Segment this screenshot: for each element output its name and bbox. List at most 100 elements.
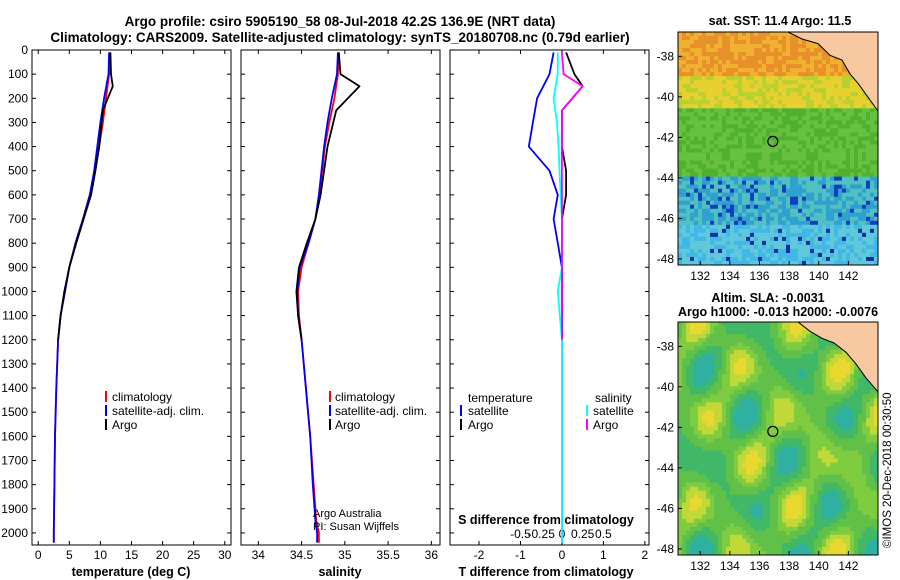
map-cell — [862, 124, 867, 130]
map-cell — [850, 188, 855, 194]
map-cell — [786, 374, 791, 379]
map-cell — [826, 442, 831, 448]
map-cell — [818, 56, 823, 61]
map-cell — [866, 450, 871, 456]
map-cell — [770, 156, 775, 162]
map-cell — [794, 192, 799, 198]
map-cell — [838, 450, 843, 456]
map-cell — [746, 236, 751, 242]
map-cell — [726, 462, 731, 468]
map-cell — [734, 410, 739, 415]
map-cell — [690, 48, 695, 53]
map-cell — [746, 228, 751, 234]
map-cell — [818, 148, 823, 154]
map-cell — [782, 252, 787, 258]
map-cell — [794, 88, 799, 93]
map-cell — [742, 220, 747, 226]
temperature-xlabel: temperature (deg C) — [72, 565, 191, 579]
map-cell — [694, 426, 699, 432]
map-cell — [818, 450, 823, 456]
map-cell — [698, 32, 703, 37]
map-cell — [842, 160, 847, 166]
map-cell — [842, 450, 847, 456]
map-cell — [810, 346, 815, 351]
map-cell — [826, 132, 831, 138]
map-cell — [790, 386, 795, 391]
map-cell — [722, 184, 727, 190]
map-cell — [846, 422, 851, 428]
map-cell — [862, 462, 867, 468]
map-cell — [850, 144, 855, 150]
map-cell — [798, 406, 803, 411]
map-cell — [742, 92, 747, 97]
map-cell — [710, 244, 715, 250]
map-cell — [790, 322, 795, 327]
map-cell — [742, 32, 747, 37]
map-cell — [770, 212, 775, 218]
map-cell — [790, 180, 795, 186]
map-cell — [706, 398, 711, 403]
map-cell — [850, 128, 855, 134]
map-cell — [742, 240, 747, 246]
map-cell — [794, 354, 799, 359]
map-cell — [838, 104, 843, 109]
map-cell — [874, 454, 878, 460]
map-cell — [790, 168, 795, 174]
map-cell — [754, 144, 759, 150]
map-cell — [874, 168, 878, 174]
map-cell — [698, 362, 703, 367]
map-cell — [778, 88, 783, 93]
map-cell — [794, 430, 799, 436]
map-cell — [762, 342, 767, 347]
map-cell — [706, 446, 711, 452]
map-cell — [870, 116, 875, 121]
map-cell — [830, 64, 835, 69]
map-cell — [830, 124, 835, 130]
map-cell — [778, 100, 783, 105]
map-cell — [806, 132, 811, 138]
map-cell — [790, 56, 795, 61]
map-cell — [794, 92, 799, 97]
map-cell — [686, 442, 691, 448]
map-cell — [782, 458, 787, 464]
map-cell — [770, 160, 775, 166]
map-cell — [834, 422, 839, 428]
map-cell — [830, 88, 835, 93]
map-cell — [810, 338, 815, 343]
map-cell — [722, 322, 727, 327]
map-cell — [710, 204, 715, 210]
map-cell — [838, 382, 843, 387]
map-cell — [710, 378, 715, 383]
map-cell — [798, 76, 803, 81]
map-cell — [850, 176, 855, 182]
map-cell — [794, 244, 799, 250]
map-cell — [682, 406, 687, 411]
map-cell — [726, 144, 731, 150]
map-cell — [818, 116, 823, 121]
map-cell — [702, 256, 707, 262]
map-cell — [706, 84, 711, 89]
map-cell — [678, 458, 683, 464]
map-cell — [734, 108, 739, 113]
map-cell — [702, 164, 707, 170]
map-cell — [766, 36, 771, 41]
map-cell — [866, 208, 871, 214]
map-cell — [794, 72, 799, 77]
map-cell — [826, 362, 831, 367]
map-cell — [738, 354, 743, 359]
map-cell — [734, 72, 739, 77]
map-cell — [786, 220, 791, 226]
map-cell — [778, 76, 783, 81]
map-cell — [826, 358, 831, 363]
map-cell — [798, 220, 803, 226]
map-cell — [698, 402, 703, 407]
map-cell — [766, 398, 771, 403]
map-cell — [682, 80, 687, 85]
map-cell — [726, 148, 731, 154]
map-cell — [814, 426, 819, 432]
map-cell — [690, 216, 695, 222]
map-cell — [834, 200, 839, 206]
ytick-label: 600 — [8, 188, 28, 202]
map-cell — [742, 252, 747, 258]
map-cell — [806, 204, 811, 210]
